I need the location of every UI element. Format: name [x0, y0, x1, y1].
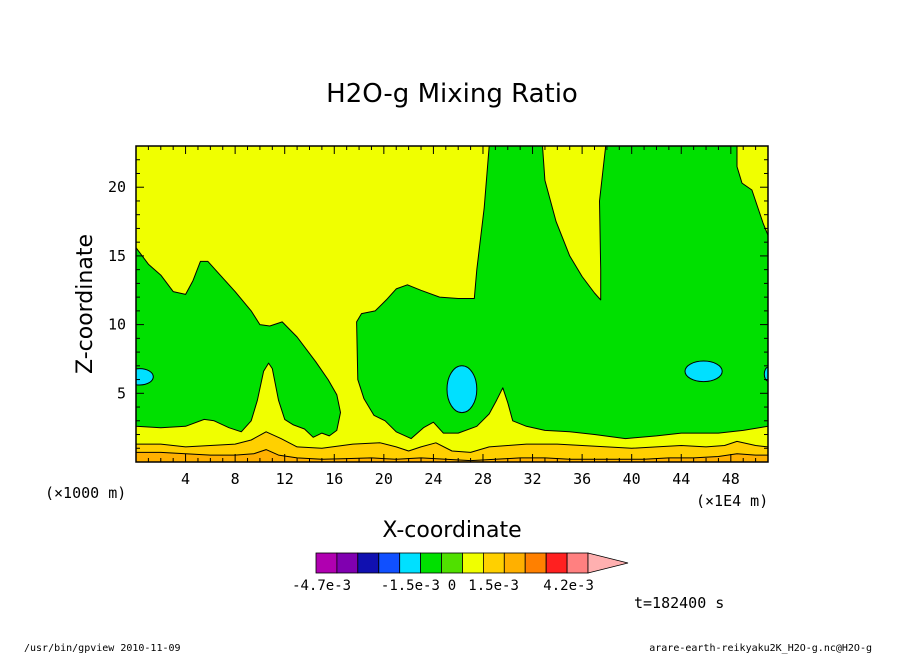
x-tick-label: 28: [474, 470, 492, 488]
colorbar-label: 4.2e-3: [543, 578, 594, 594]
x-tick-label: 40: [623, 470, 641, 488]
x-tick-label: 32: [524, 470, 542, 488]
cyan-blob-left: [136, 368, 154, 386]
colorbar-swatch: [524, 552, 547, 574]
colorbar-swatch: [315, 552, 338, 574]
colorbar-swatch: [357, 552, 380, 574]
colorbar-label: 1.5e-3: [468, 578, 519, 594]
y-tick-label: 10: [108, 316, 126, 334]
colorbar-swatch: [545, 552, 568, 574]
cyan-blob-right: [684, 360, 723, 383]
x-tick-label: 48: [722, 470, 740, 488]
x-tick-label: 8: [231, 470, 240, 488]
y-tick-label: 20: [108, 178, 126, 196]
plot-frame: [135, 145, 769, 463]
cyan-blob-center: [446, 365, 478, 414]
footer-left: /usr/bin/gpview 2010-11-09: [24, 643, 181, 654]
colorbar-swatch: [420, 552, 442, 574]
contour-fill: [136, 146, 768, 462]
orange-band-1: [136, 431, 768, 462]
y-tick-label: 15: [108, 247, 126, 265]
colorbar-swatch: [462, 552, 484, 574]
colorbar-label: -4.7e-3: [292, 578, 351, 594]
x-unit-label: (×1E4 m): [696, 492, 768, 510]
colorbar: -4.7e-3 -1.5e-3 0 1.5e-3 4.2e-3: [292, 552, 629, 594]
x-axis-label: X-coordinate: [382, 518, 521, 543]
colorbar-label: 0: [448, 578, 456, 594]
colorbar-swatch: [441, 552, 463, 574]
y-unit-label: (×1000 m): [45, 484, 126, 502]
colorbar-swatch: [482, 552, 505, 574]
x-tick-label: 16: [325, 470, 343, 488]
x-tick-label: 12: [276, 470, 294, 488]
colorbar-arrow: [587, 552, 629, 574]
y-axis-label: Z-coordinate: [73, 234, 98, 374]
colorbar-swatch: [378, 552, 401, 574]
colorbar-swatch: [336, 552, 359, 574]
x-tick-label: 36: [573, 470, 591, 488]
x-tick-label: 24: [424, 470, 442, 488]
chart-title: H2O-g Mixing Ratio: [326, 79, 578, 109]
footer-right: arare-earth-reikyaku2K_H2O-g.nc@H2O-g: [649, 643, 872, 654]
y-tick-label: 5: [117, 384, 126, 402]
green-main-region: [136, 247, 341, 438]
colorbar-swatch: [566, 552, 589, 574]
colorbar-swatch: [503, 552, 526, 574]
x-tick-label: 4: [181, 470, 190, 488]
x-tick-label: 20: [375, 470, 393, 488]
green-right-region: [356, 146, 768, 440]
colorbar-label: -1.5e-3: [381, 578, 440, 594]
x-tick-label: 44: [672, 470, 690, 488]
colorbar-swatch: [399, 552, 422, 574]
time-label: t=182400 s: [634, 594, 724, 612]
